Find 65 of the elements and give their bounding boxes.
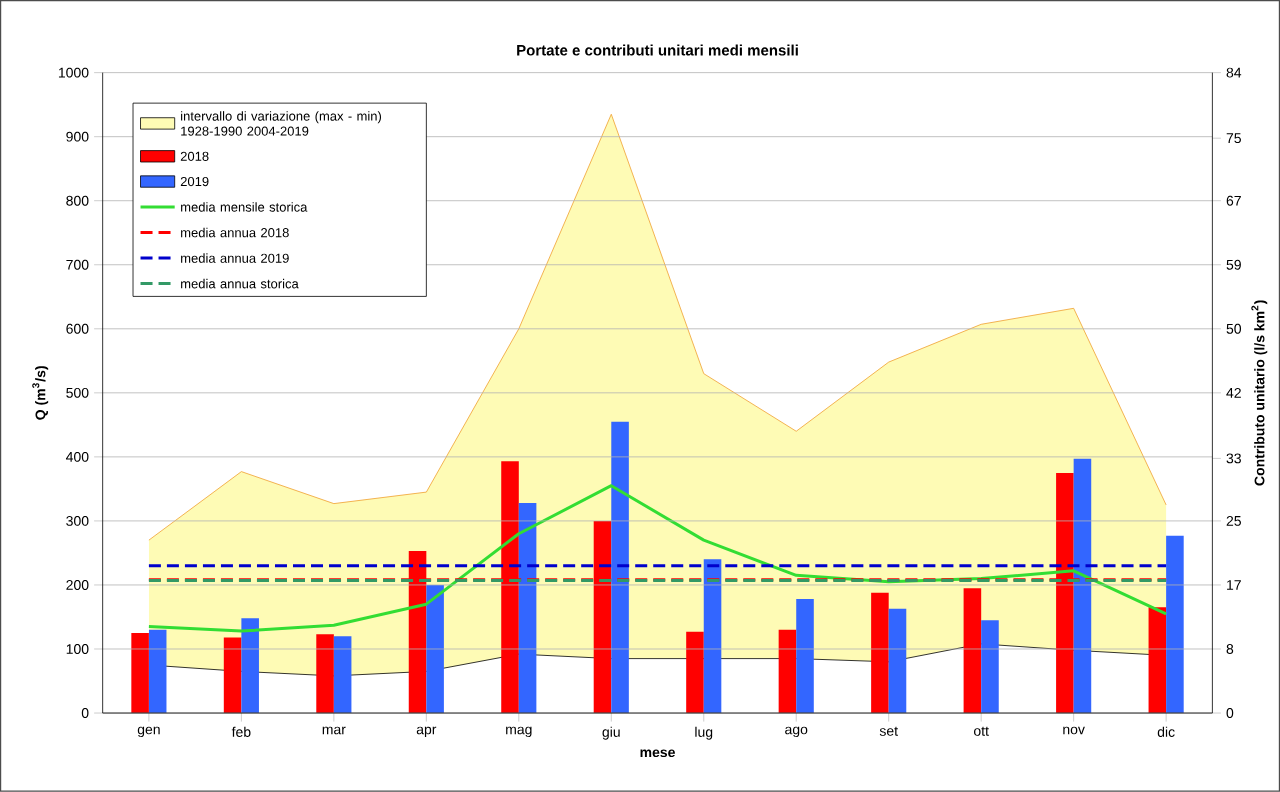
y-tick-label: 900 [66, 131, 89, 142]
bar [888, 608, 907, 714]
bar [981, 620, 999, 714]
y-tick-label: 700 [66, 259, 89, 270]
y2-tick-label: 33 [1226, 453, 1241, 464]
legend-label: 2019 [180, 177, 209, 187]
y2-tick-label: 0 [1226, 708, 1234, 719]
legend-label: intervallo di variazione (max - min) 1928-1990 2004-2019 [181, 111, 382, 136]
y2-tick-label: 8 [1226, 644, 1234, 655]
y-axis-title: Q (m$^{3}$/s) [32, 366, 49, 420]
x-axis-title: mese [640, 749, 675, 758]
bar [778, 629, 797, 714]
bar [223, 637, 242, 714]
x-tick-label: lug [695, 726, 713, 740]
legend-label: media annua 2018 [181, 227, 289, 238]
x-tick-label: gen [137, 726, 160, 738]
bar [686, 631, 704, 714]
bar [963, 588, 982, 714]
x-tick-label: ago [785, 726, 808, 738]
y-tick-label: 200 [66, 580, 89, 591]
x-tick-label: mag [506, 726, 532, 738]
y-tick-label: 1000 [58, 67, 89, 78]
legend-label: media mensile storica [181, 202, 308, 212]
bar [1148, 607, 1167, 714]
legend-label: 2018 [180, 151, 209, 162]
y-tick-label: 400 [65, 452, 89, 462]
y2-tick-label: 17 [1227, 580, 1241, 590]
bar [703, 559, 722, 714]
y-tick-label: 0 [81, 708, 89, 719]
x-tick-label: dic [1157, 726, 1175, 738]
bar [1166, 535, 1184, 714]
x-tick-label: ott [973, 726, 989, 736]
legend-label: media annua 2019 [181, 253, 289, 263]
x-tick-label: apr [416, 726, 437, 738]
y2-tick-label: 84 [1226, 67, 1242, 78]
y-tick-label: 500 [66, 388, 89, 398]
bar [426, 585, 444, 714]
bar [796, 599, 814, 714]
legend-label: media annua storica [181, 279, 299, 289]
x-tick-label: mar [322, 726, 346, 735]
bar [1073, 458, 1092, 714]
bar [241, 618, 259, 714]
y2-tick-label: 25 [1226, 516, 1241, 527]
bar [611, 421, 629, 714]
y2-tick-label: 59 [1226, 259, 1241, 270]
x-tick-label: feb [231, 726, 251, 738]
y2-tick-label: 75 [1226, 133, 1241, 144]
y2-axis-title: Contributo unitario (l/s km$^{2}$) [1251, 300, 1268, 486]
y-tick-label: 300 [66, 516, 89, 527]
chart-title: Portate e contributi unitari medi mensili [517, 44, 798, 56]
bar [333, 636, 352, 714]
bar [871, 592, 889, 714]
y-tick-label: 800 [66, 195, 89, 206]
y2-tick-label: 50 [1226, 324, 1242, 334]
bar [148, 629, 167, 714]
x-tick-label: set [879, 726, 898, 736]
y-tick-label: 600 [66, 324, 89, 334]
x-tick-label: nov [1063, 726, 1085, 735]
bar [131, 633, 149, 714]
bar [518, 503, 537, 714]
x-tick-label: giu [602, 726, 620, 740]
y-tick-label: 100 [66, 644, 89, 655]
y2-tick-label: 42 [1226, 388, 1241, 398]
y2-tick-label: 67 [1226, 195, 1241, 206]
bar [316, 634, 334, 714]
